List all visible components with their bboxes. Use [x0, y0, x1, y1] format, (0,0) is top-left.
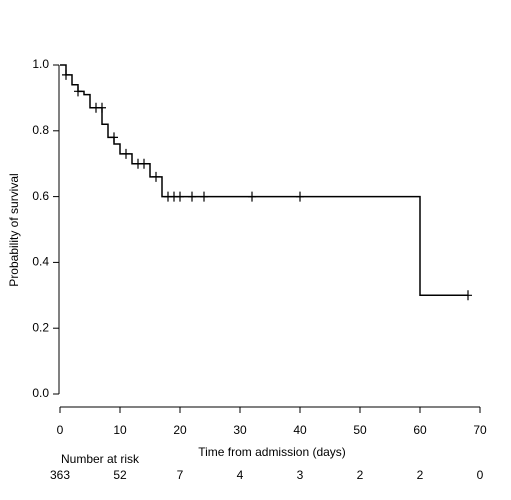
risk-count: 4: [237, 468, 244, 482]
censor-mark: [152, 171, 160, 182]
risk-table-title: Number at risk: [61, 452, 140, 466]
risk-count: 363: [50, 468, 70, 482]
y-tick-label: 0.2: [32, 320, 49, 334]
x-axis-label: Time from admission (days): [198, 445, 346, 459]
y-tick-label: 0.4: [32, 255, 49, 269]
risk-count: 3: [297, 468, 304, 482]
censor-mark: [122, 148, 130, 159]
censor-mark: [176, 191, 184, 202]
y-axis-label: Probability of survival: [7, 173, 21, 286]
x-tick-label: 60: [413, 423, 427, 437]
y-tick-label: 0.6: [32, 189, 49, 203]
censor-mark: [110, 132, 118, 143]
y-tick-label: 0.0: [32, 386, 49, 400]
survival-curve: [60, 64, 468, 297]
risk-count: 2: [417, 468, 424, 482]
x-tick-label: 40: [293, 423, 307, 437]
x-tick-label: 0: [57, 423, 64, 437]
risk-count: 0: [477, 468, 484, 482]
x-tick-label: 10: [113, 423, 127, 437]
risk-count: 7: [177, 468, 184, 482]
y-tick-label: 1.0: [32, 57, 49, 71]
x-tick-label: 50: [353, 423, 367, 437]
censor-mark: [200, 191, 208, 202]
censor-mark: [248, 191, 256, 202]
x-tick-label: 20: [173, 423, 187, 437]
y-tick-label: 0.8: [32, 123, 49, 137]
censor-mark: [140, 158, 148, 169]
censor-mark: [74, 86, 82, 97]
censor-mark: [296, 191, 304, 202]
x-tick-label: 70: [473, 423, 487, 437]
censor-mark: [464, 290, 472, 301]
censor-mark: [62, 69, 70, 80]
risk-count: 52: [113, 468, 127, 482]
censor-mark: [188, 191, 196, 202]
censor-mark: [98, 102, 106, 113]
x-tick-label: 30: [233, 423, 247, 437]
risk-count: 2: [357, 468, 364, 482]
